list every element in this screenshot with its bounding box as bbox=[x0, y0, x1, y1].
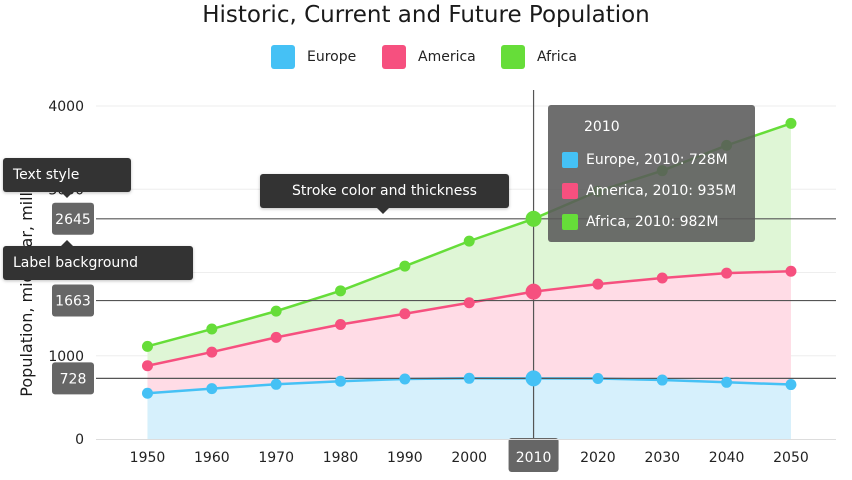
legend-swatch bbox=[501, 45, 525, 69]
data-point-africa bbox=[785, 117, 797, 129]
data-point-africa bbox=[206, 323, 218, 335]
tooltip-title: 2010 bbox=[584, 119, 620, 135]
data-point-europe bbox=[335, 375, 347, 387]
x-tick-label: 2020 bbox=[580, 450, 616, 466]
tooltip-row: Africa, 2010: 982M bbox=[562, 213, 718, 231]
tooltip-swatch bbox=[562, 214, 578, 230]
data-point-america bbox=[335, 319, 347, 331]
callout-arrow bbox=[61, 240, 73, 246]
annotation-text: Stroke color and thickness bbox=[292, 183, 477, 199]
data-point-europe bbox=[463, 372, 475, 384]
data-point-america bbox=[721, 267, 733, 279]
data-point-africa bbox=[399, 260, 411, 272]
data-point-europe bbox=[206, 383, 218, 395]
legend: Europe America Africa bbox=[0, 44, 852, 70]
data-point-europe bbox=[399, 373, 411, 385]
legend-item-europe[interactable]: Europe bbox=[271, 44, 356, 70]
data-point-america bbox=[592, 278, 604, 290]
tooltip-row: America, 2010: 935M bbox=[562, 182, 736, 200]
x-tick-label: 1990 bbox=[387, 450, 423, 466]
data-point-africa bbox=[141, 340, 153, 352]
annotation-label-background: Label background bbox=[3, 240, 193, 280]
x-tick-label: 2040 bbox=[709, 450, 745, 466]
crosshair-y-label: 2645 bbox=[55, 212, 91, 228]
tooltip-swatch bbox=[562, 152, 578, 168]
y-tick-label: 0 bbox=[75, 432, 84, 448]
annotation-stroke: Stroke color and thickness bbox=[260, 174, 509, 214]
crosshair-y-label-bg bbox=[52, 362, 94, 395]
tooltip: 2010 Europe, 2010: 728M America, 2010: 9… bbox=[548, 105, 755, 242]
data-point-africa bbox=[270, 305, 282, 317]
data-point-america bbox=[399, 308, 411, 320]
callout-arrow bbox=[377, 208, 389, 214]
crosshair-x-label-bg bbox=[508, 438, 559, 472]
y-tick-label: 1000 bbox=[48, 349, 84, 365]
annotation-text: Label background bbox=[13, 255, 139, 271]
x-tick-label: 1980 bbox=[323, 450, 359, 466]
x-tick-label: 1960 bbox=[194, 450, 230, 466]
data-point-america bbox=[525, 283, 542, 300]
x-tick-label: 2000 bbox=[451, 450, 487, 466]
data-point-europe bbox=[721, 376, 733, 388]
tooltip-row-text: Europe, 2010: 728M bbox=[586, 152, 728, 168]
callout-arrow bbox=[61, 192, 73, 198]
data-point-america bbox=[656, 272, 668, 284]
data-point-america bbox=[141, 360, 153, 372]
chart-title: Historic, Current and Future Population bbox=[202, 2, 650, 28]
data-point-africa bbox=[335, 285, 347, 297]
crosshair-y-label-bg bbox=[52, 202, 94, 235]
crosshair-y-label-bg bbox=[52, 284, 94, 317]
data-point-europe bbox=[656, 374, 668, 386]
x-tick-label: 1950 bbox=[130, 450, 166, 466]
x-tick-label: 2050 bbox=[773, 450, 809, 466]
legend-label: Europe bbox=[307, 49, 357, 65]
data-point-europe bbox=[141, 387, 153, 399]
x-tick-label: 1970 bbox=[258, 450, 294, 466]
tooltip-row: Europe, 2010: 728M bbox=[562, 151, 728, 169]
data-point-america bbox=[270, 331, 282, 343]
crosshair-y-label: 1663 bbox=[55, 294, 91, 310]
data-point-africa bbox=[463, 235, 475, 247]
legend-item-africa[interactable]: Africa bbox=[501, 44, 577, 70]
tooltip-row-text: Africa, 2010: 982M bbox=[586, 214, 719, 230]
legend-swatch bbox=[271, 45, 295, 69]
data-point-europe bbox=[270, 378, 282, 390]
annotation-text: Text style bbox=[13, 167, 80, 183]
legend-item-america[interactable]: America bbox=[382, 44, 476, 70]
data-point-europe bbox=[785, 379, 797, 391]
legend-label: Africa bbox=[537, 49, 577, 65]
crosshair-x-label: 2010 bbox=[516, 450, 552, 466]
data-point-america bbox=[206, 346, 218, 358]
legend-swatch bbox=[382, 45, 406, 69]
x-tick-label: 2030 bbox=[644, 450, 680, 466]
data-point-america bbox=[785, 265, 797, 277]
data-point-europe bbox=[525, 370, 542, 387]
annotation-text-style: Text style bbox=[3, 158, 131, 198]
data-point-europe bbox=[592, 372, 604, 384]
y-tick-label: 4000 bbox=[48, 99, 84, 115]
area-europe bbox=[147, 378, 791, 439]
tooltip-swatch bbox=[562, 183, 578, 199]
legend-label: America bbox=[418, 49, 476, 65]
points bbox=[141, 117, 797, 399]
crosshair: 2645 1663 728 2010 bbox=[52, 90, 836, 472]
data-point-america bbox=[463, 297, 475, 309]
data-point-africa bbox=[525, 210, 542, 227]
crosshair-y-label: 728 bbox=[60, 371, 87, 387]
tooltip-row-text: America, 2010: 935M bbox=[586, 183, 737, 199]
